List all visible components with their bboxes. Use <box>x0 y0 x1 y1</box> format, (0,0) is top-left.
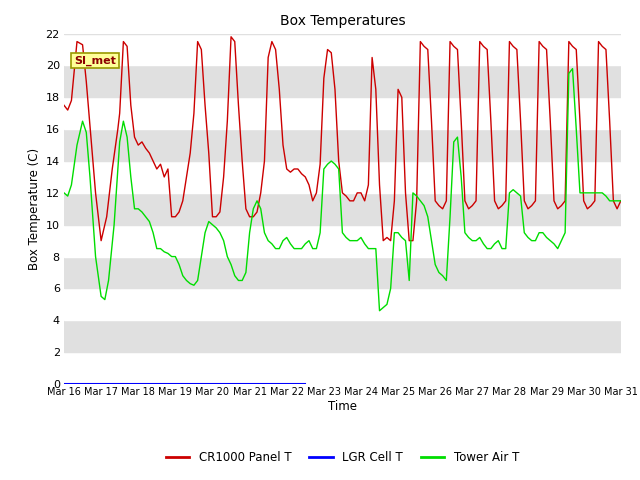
Bar <box>64 34 621 65</box>
Title: Box Temperatures: Box Temperatures <box>280 14 405 28</box>
Bar <box>64 161 621 193</box>
Bar <box>64 257 621 288</box>
Bar <box>64 129 621 161</box>
Y-axis label: Box Temperature (C): Box Temperature (C) <box>28 148 42 270</box>
Bar <box>64 65 621 97</box>
Bar <box>64 193 621 225</box>
Bar <box>64 225 621 257</box>
Bar <box>64 97 621 129</box>
Text: SI_met: SI_met <box>74 55 116 66</box>
Bar <box>64 320 621 352</box>
Legend: CR1000 Panel T, LGR Cell T, Tower Air T: CR1000 Panel T, LGR Cell T, Tower Air T <box>161 447 524 469</box>
Bar <box>64 352 621 384</box>
Bar <box>64 288 621 320</box>
Bar <box>64 2 621 34</box>
X-axis label: Time: Time <box>328 399 357 412</box>
